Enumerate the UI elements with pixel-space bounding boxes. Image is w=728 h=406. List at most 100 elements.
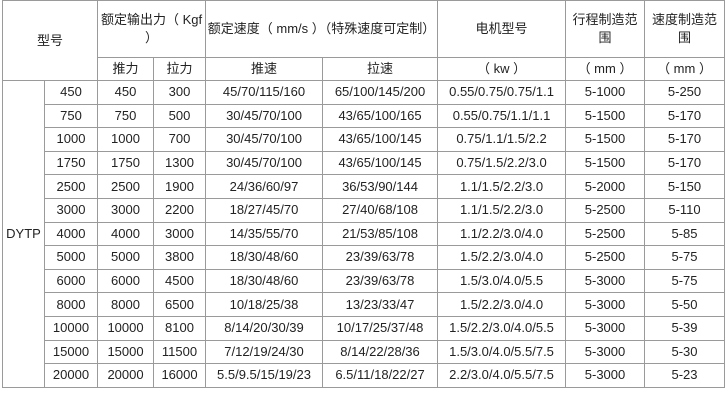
table-row: 1750 1750 1300 30/45/70/100 43/65/100/145 0.7… [3,150,726,176]
header-cell: 额定速度（ mm/s ）（特殊速度可定制） [205,0,439,58]
table-cell: 4000 [97,221,155,247]
table-cell: 5-39 [644,315,726,341]
table-cell: 450 [97,80,155,105]
table-cell: 8000 [97,292,155,317]
table-cell: 2200 [153,197,207,223]
table-cell: 750 [97,103,155,129]
table-cell: 5-85 [644,221,726,247]
table-cell: 6.5/11/18/22/27 [322,363,439,388]
table-cell: 1000 [97,127,155,152]
table-row: DYTP 450 450 300 45/70/115/160 65/100/145/200… [2,80,726,388]
table-cell: 5-3000 [565,268,646,294]
table-cell: 13/23/33/47 [322,292,439,317]
table-cell: 5-170 [644,127,726,152]
table-cell: 0.55/0.75/0.75/1.1 [437,80,567,105]
series-cell: DYTP [2,80,45,388]
table-cell: 21/53/85/108 [322,221,439,247]
table-cell: 2.2/3.0/4.0/5.5/7.5 [437,363,567,388]
table-cell: 5-170 [644,150,726,176]
table-cell: 5-30 [644,339,726,365]
table-row: 4000 4000 3000 14/35/55/70 21/53/85/108 1.1/2… [3,221,726,247]
table-cell: 1.5/3.0/4.0/5.5 [437,268,567,294]
table-cell: 5-3000 [565,363,646,388]
table-cell: 0.75/1.1/1.5/2.2 [437,127,567,152]
table-cell: 1750 [97,150,155,176]
table-cell: 5-2500 [565,245,646,270]
table-cell: 5-1500 [565,127,646,152]
table-cell: 1.5/2.2/3.0/4.0 [437,245,567,270]
table-cell: 5-2500 [565,221,646,247]
table-cell: 5-1500 [565,103,646,129]
table-row: 2500 2500 1900 24/36/60/97 36/53/90/144 1.1/1… [3,174,726,199]
table-cell: 36/53/90/144 [322,174,439,199]
header-cell: 拉力 [153,57,207,81]
table-cell: 5-2000 [565,174,646,199]
table-cell: 1000 [43,127,99,152]
table-row: 6000 6000 4500 18/30/48/60 23/39/63/78 1.5/3.… [3,268,726,294]
table-cell: 5-3000 [565,315,646,341]
table-cell: 3000 [97,197,155,223]
table-cell: 15000 [97,339,155,365]
table-cell: 750 [43,103,99,129]
table-cell: 5-170 [644,103,726,129]
table-cell: 65/100/145/200 [322,80,439,105]
header-cell: 额定输出力（ Kgf ） [97,0,207,58]
table-cell: 18/27/45/70 [205,197,324,223]
table-cell: 3000 [43,197,99,223]
table-cell: 20000 [43,363,99,388]
table-cell: 4500 [153,268,207,294]
table-cell: 450 [43,80,99,105]
table-cell: 43/65/100/165 [322,103,439,129]
table-cell: 2500 [97,174,155,199]
table-cell: 500 [153,103,207,129]
table-cell: 1300 [153,150,207,176]
table-cell: 30/45/70/100 [205,103,324,129]
table-cell: 15000 [43,339,99,365]
table-row: 10000 10000 8100 8/14/20/30/39 10/17/25/37/4… [3,315,726,341]
table-cell: 5-75 [644,268,726,294]
table-cell: 1.1/1.5/2.2/3.0 [437,197,567,223]
spec-table: 型号 额定输出力（ Kgf ） 额定速度（ mm/s ）（特殊速度可定制） 电机… [1,0,726,388]
table-row: 750 750 500 30/45/70/100 43/65/100/165 0.55/0… [3,103,726,129]
table-cell: 10000 [97,315,155,341]
table-cell: 5-75 [644,245,726,270]
table-cell: 1.1/2.2/3.0/4.0 [437,221,567,247]
table-cell: 0.55/0.75/1.1/1.1 [437,103,567,129]
table-cell: 20000 [97,363,155,388]
table-cell: 18/30/48/60 [205,245,324,270]
table-cell: 8000 [43,292,99,317]
table-cell: 6000 [43,268,99,294]
table-cell: 5-110 [644,197,726,223]
table-cell: 5000 [43,245,99,270]
table-cell: 5-50 [644,292,726,317]
table-cell: 30/45/70/100 [205,150,324,176]
table-cell: 8100 [153,315,207,341]
table-row: 8000 8000 6500 10/18/25/38 13/23/33/47 1.5/2.… [3,292,726,317]
table-cell: 5-2500 [565,197,646,223]
table-cell: 1900 [153,174,207,199]
table-cell: 5-23 [644,363,726,388]
table-row: 3000 3000 2200 18/27/45/70 27/40/68/108 1.1/1… [3,197,726,223]
table-cell: 5-150 [644,174,726,199]
table-cell: 5-3000 [565,339,646,365]
table-cell: 43/65/100/145 [322,127,439,152]
header-cell: 推力 [97,57,155,81]
header-cell: （ kw ） [437,57,567,81]
table-cell: 700 [153,127,207,152]
table-cell: 3800 [153,245,207,270]
table-cell: 18/30/48/60 [205,268,324,294]
header-cell: （ mm ） [565,57,646,81]
table-cell: 1750 [43,150,99,176]
table-cell: 1.5/2.2/3.0/4.0/5.5 [437,315,567,341]
table-cell: 10/17/25/37/48 [322,315,439,341]
header-cell: 型号 [1,0,99,81]
table-cell: 10/18/25/38 [205,292,324,317]
table-cell: 16000 [153,363,207,388]
table-cell: 8/14/22/28/36 [322,339,439,365]
spec-table-wrap: 型号 额定输出力（ Kgf ） 额定速度（ mm/s ）（特殊速度可定制） 电机… [1,0,726,388]
header-cell: 推速 [205,57,324,81]
table-row: 5000 5000 3800 18/30/48/60 23/39/63/78 1.5/2.… [3,245,726,270]
table-cell: 8/14/20/30/39 [205,315,324,341]
table-cell: 5-1000 [565,80,646,105]
table-cell: 14/35/55/70 [205,221,324,247]
